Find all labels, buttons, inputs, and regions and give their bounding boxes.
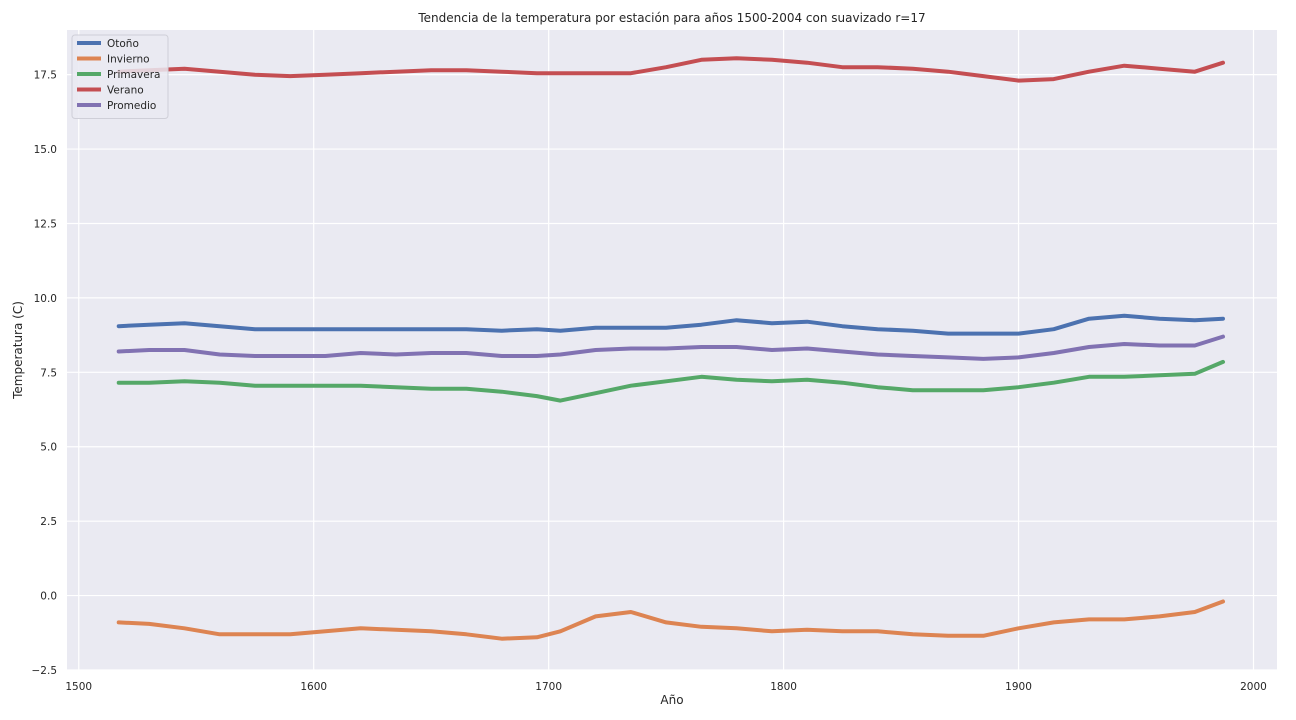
chart-title: Tendencia de la temperatura por estación… xyxy=(417,11,925,25)
y-tick-label: −2.5 xyxy=(32,665,58,677)
legend-label-oto-o: Otoño xyxy=(107,38,139,50)
y-tick-label: 10.0 xyxy=(34,293,57,305)
x-tick-label: 1800 xyxy=(770,681,797,693)
y-tick-label: 7.5 xyxy=(40,367,57,379)
x-axis-label: Año xyxy=(660,693,683,707)
series-line-invierno xyxy=(116,599,1225,641)
legend: Otoño Invierno Primavera Verano Promedio xyxy=(71,34,169,119)
y-tick-label: 12.5 xyxy=(34,218,57,230)
legend-box xyxy=(71,34,169,119)
series-line-verano xyxy=(116,56,1225,83)
y-tick-label: 2.5 xyxy=(40,516,57,528)
legend-label-verano: Verano xyxy=(107,85,144,97)
series-line-primavera xyxy=(116,359,1225,403)
x-tick-label: 1500 xyxy=(65,681,92,693)
legend-label-invierno: Invierno xyxy=(107,54,150,66)
y-tick-label: 15.0 xyxy=(34,144,57,156)
x-tick-label: 1700 xyxy=(535,681,562,693)
series-group xyxy=(116,56,1225,641)
series-line-oto-o xyxy=(116,313,1225,336)
y-tick-label: 17.5 xyxy=(34,70,57,82)
y-tick-label: 5.0 xyxy=(40,442,57,454)
y-axis-label: Temperatura (C) xyxy=(11,301,25,400)
x-tick-label: 2000 xyxy=(1240,681,1267,693)
series-line-promedio xyxy=(116,334,1225,361)
legend-label-primavera: Primavera xyxy=(107,69,160,81)
tick-labels: 1500 1600 1700 1800 1900 2000 −2.5 0.0 2.5 5.0 7.5… xyxy=(32,70,1267,693)
x-tick-label: 1600 xyxy=(300,681,327,693)
y-tick-label: 0.0 xyxy=(40,591,57,603)
grid xyxy=(67,30,1277,671)
legend-label-promedio: Promedio xyxy=(107,100,156,112)
x-tick-label: 1900 xyxy=(1005,681,1032,693)
